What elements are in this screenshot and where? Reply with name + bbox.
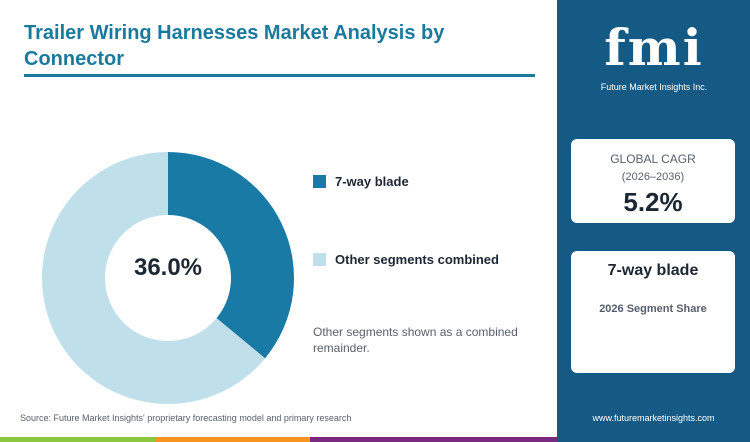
chart-panel: Trailer Wiring Harnesses Market Analysis…: [20, 22, 535, 423]
legend-item-other-segments: Other segments combined: [313, 252, 499, 267]
donut-chart: 36.0%: [40, 150, 296, 406]
legend-swatch-7-way-blade: [313, 175, 326, 188]
chart-title: Trailer Wiring Harnesses Market Analysis…: [24, 22, 445, 70]
legend-label-other-segments: Other segments combined: [335, 252, 499, 267]
cagr-label: GLOBAL CAGR: [610, 152, 696, 166]
donut-slice-7-way-blade: [168, 152, 294, 359]
legend-label-7-way-blade: 7-way blade: [335, 174, 409, 189]
donut-svg: [42, 152, 294, 404]
segment-card: 7-way blade 2026 Segment Share: [571, 251, 735, 373]
sidebar: fmi Future Market Insights Inc. GLOBAL C…: [557, 0, 750, 442]
donut-slice-other-segments: [42, 152, 266, 404]
fmi-logo: fmi Future Market Insights Inc.: [579, 16, 729, 96]
cagr-value: 5.2%: [623, 187, 683, 217]
logo-text: fmi: [604, 18, 704, 77]
bottom-bar-orange: [155, 437, 310, 442]
legend-swatch-other-segments: [313, 253, 326, 266]
cagr-card: GLOBAL CAGR (2026–2036) 5.2%: [571, 139, 735, 223]
donut-center-label: 36.0%: [133, 254, 203, 281]
legend-note: Other segments shown as a combined remai…: [313, 325, 518, 355]
cagr-period: (2026–2036): [621, 171, 685, 183]
bottom-bar-purple: [310, 437, 750, 442]
legend-item-7-way-blade: 7-way blade: [313, 174, 409, 189]
title-underline: [24, 74, 535, 77]
segment-subtitle: 2026 Segment Share: [599, 303, 707, 315]
segment-title: 7-way blade: [607, 262, 699, 279]
logo-subtitle: Future Market Insights Inc.: [600, 82, 708, 92]
bottom-bar-green: [0, 437, 155, 442]
source-note: Source: Future Market Insights' propriet…: [20, 413, 352, 423]
website-link[interactable]: www.futuremarketinsights.com: [592, 413, 715, 423]
